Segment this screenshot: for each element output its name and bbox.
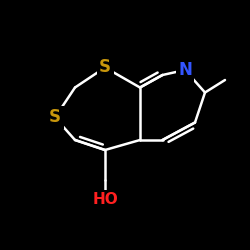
Text: S: S xyxy=(49,108,61,126)
Text: HO: HO xyxy=(92,192,118,208)
Text: S: S xyxy=(99,58,111,76)
Text: N: N xyxy=(178,61,192,79)
